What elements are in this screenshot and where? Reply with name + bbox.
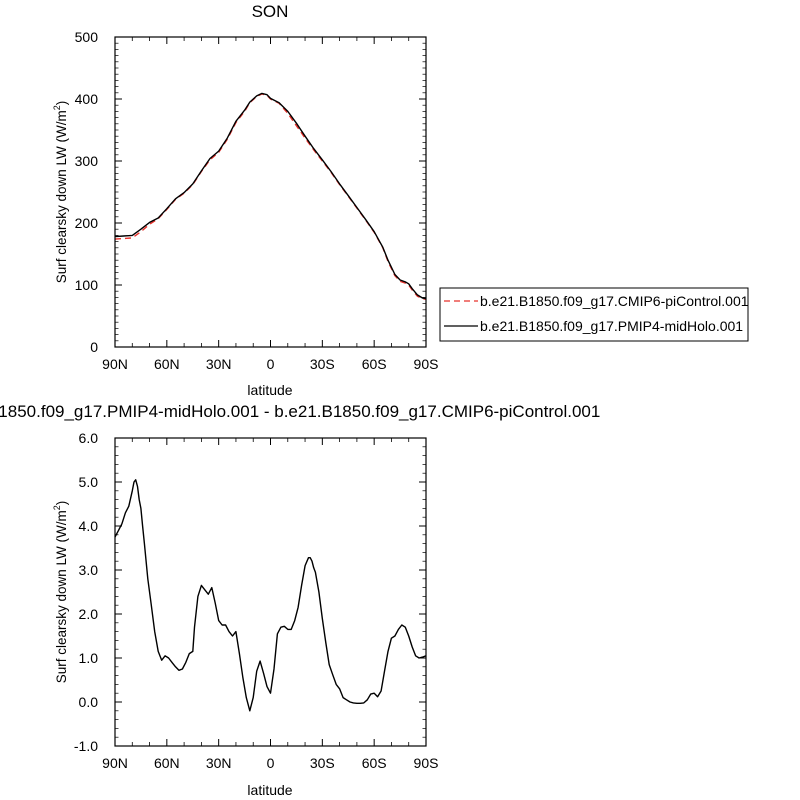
bottom-chart: b.e21.B1850.f09_g17.PMIP4-midHolo.001 - … xyxy=(0,402,600,798)
top-chart-x-tick-label: 0 xyxy=(267,356,275,372)
top-chart-series-line-1 xyxy=(114,92,427,300)
bottom-chart-y-axis-label: Surf clearsky down LW (W/m2) xyxy=(52,501,69,684)
top-chart-y-tick-label: 100 xyxy=(75,277,99,293)
bottom-chart-y-tick-label: 4.0 xyxy=(79,518,99,534)
top-chart-y-tick-label: 300 xyxy=(75,153,99,169)
bottom-chart-y-tick-label: 2.0 xyxy=(79,606,99,622)
bottom-chart-y-tick-label: 0.0 xyxy=(79,694,99,710)
top-chart-y-tick-label: 0 xyxy=(90,339,98,355)
top-chart-x-tick-label: 30N xyxy=(206,356,232,372)
bottom-chart-y-tick-label: -1.0 xyxy=(74,738,98,754)
bottom-chart-plot-frame xyxy=(114,437,427,747)
bottom-chart-x-tick-label: 60S xyxy=(362,755,387,771)
bottom-chart-series-line-0 xyxy=(114,479,427,712)
top-chart-y-axis-label: Surf clearsky down LW (W/m2) xyxy=(52,101,69,284)
top-chart-title: SON xyxy=(252,2,289,21)
bottom-chart-y-tick-label: 6.0 xyxy=(79,430,99,446)
bottom-chart-x-tick-label: 30N xyxy=(206,755,232,771)
bottom-chart-x-tick-label: 0 xyxy=(267,755,275,771)
top-chart-x-tick-label: 60S xyxy=(362,356,387,372)
bottom-chart-y-tick-label: 5.0 xyxy=(79,474,99,490)
top-chart: SON 90N 60N 30N 0 30S 60S 90S0100200300400500 … xyxy=(52,2,749,398)
bottom-chart-title: b.e21.B1850.f09_g17.PMIP4-midHolo.001 - … xyxy=(0,402,600,421)
top-chart-y-tick-label: 400 xyxy=(75,91,99,107)
bottom-chart-x-tick-label: 30S xyxy=(310,755,335,771)
legend-box xyxy=(439,287,749,342)
legend-label-midholo: b.e21.B1850.f09_g17.PMIP4-midHolo.001 xyxy=(480,318,743,334)
top-chart-series-line-0 xyxy=(114,93,427,300)
bottom-chart-y-tick-label: 1.0 xyxy=(79,650,99,666)
top-chart-y-tick-label: 200 xyxy=(75,215,99,231)
top-chart-plot-frame xyxy=(114,36,427,348)
top-chart-x-axis-label: latitude xyxy=(247,382,292,398)
bottom-chart-x-tick-label: 90S xyxy=(414,755,439,771)
bottom-chart-x-tick-label: 60N xyxy=(154,755,180,771)
bottom-chart-y-tick-label: 3.0 xyxy=(79,562,99,578)
bottom-chart-x-axis-label: latitude xyxy=(247,782,292,798)
top-chart-y-tick-label: 500 xyxy=(75,29,99,45)
bottom-chart-x-tick-label: 90N xyxy=(102,755,128,771)
top-chart-x-tick-label: 90N xyxy=(102,356,128,372)
top-chart-x-tick-label: 60N xyxy=(154,356,180,372)
top-chart-x-tick-label: 90S xyxy=(414,356,439,372)
top-chart-x-tick-label: 30S xyxy=(310,356,335,372)
legend-label-picontrol: b.e21.B1850.f09_g17.CMIP6-piControl.001 xyxy=(480,293,749,309)
top-chart-legend: b.e21.B1850.f09_g17.CMIP6-piControl.001 … xyxy=(439,287,749,342)
